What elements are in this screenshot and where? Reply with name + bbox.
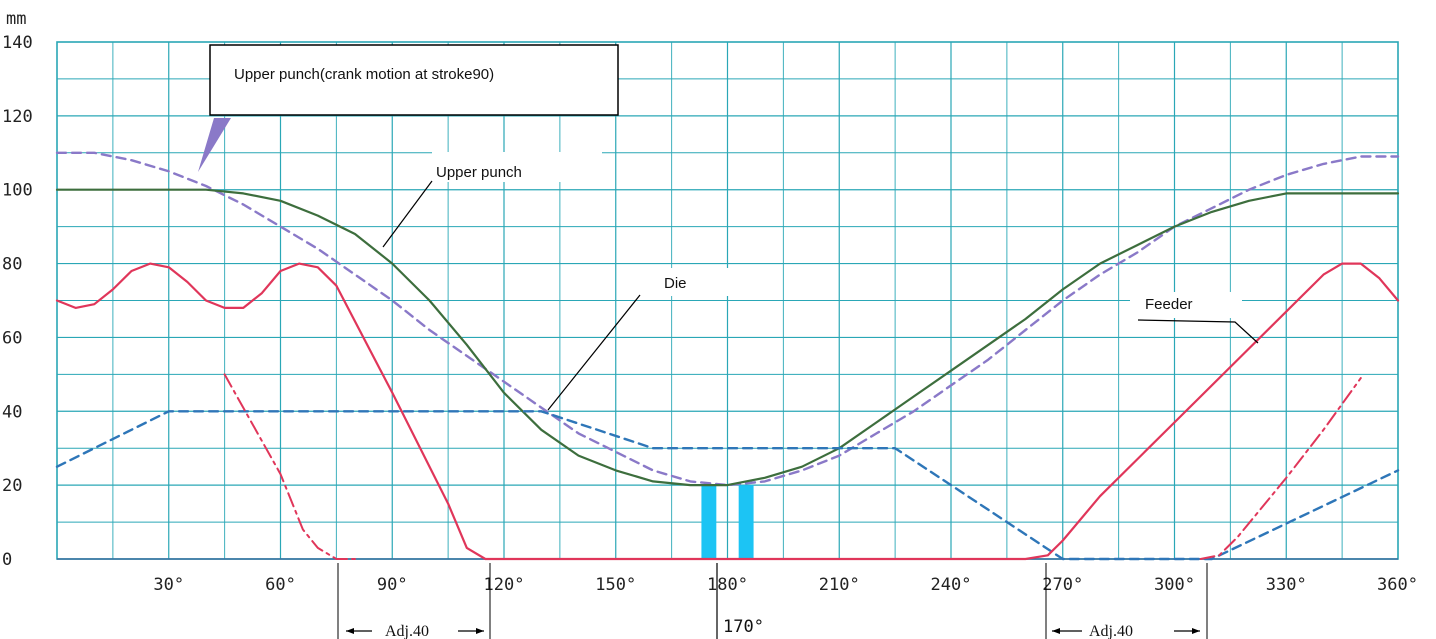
die-leader-line — [547, 294, 641, 411]
adj-left-label: Adj.40 — [385, 623, 429, 639]
tick-labels: 0 20 40 60 80 100 120 140 30° 60° 90° 120° 150° 180° 2… — [2, 33, 1418, 595]
upper-punch-crank-callout-pointer — [198, 118, 231, 172]
y-tick-label: 20 — [2, 476, 22, 496]
upper-punch-label: Upper punch — [436, 164, 522, 181]
x-tick-label: 30° — [153, 575, 184, 595]
adj-right-label: Adj.40 — [1089, 623, 1133, 639]
y-tick-label: 40 — [2, 402, 22, 422]
upper-punch-crank-callout-label: Upper punch(crank motion at stroke90) — [234, 66, 494, 83]
transfer-bar — [701, 485, 717, 559]
series-line-die — [55, 410, 1400, 561]
y-tick-label: 0 — [2, 550, 12, 570]
die-label-bg — [640, 268, 735, 296]
series-line-feeder — [55, 262, 1400, 561]
series-line-aux-5 — [1199, 377, 1362, 560]
annotation-layer: mm Upper punch(crank motion at stroke90)… — [6, 9, 1259, 639]
x-tick-label: 150° — [595, 575, 636, 595]
x-tick-label: 90° — [377, 575, 408, 595]
series-line-aux-4 — [223, 373, 356, 560]
x-tick-label: 120° — [484, 575, 525, 595]
feeder-label: Feeder — [1145, 296, 1193, 313]
y-tick-label: 140 — [2, 33, 33, 53]
series-line-upper-punch — [55, 188, 1400, 487]
x-tick-label: 180° — [707, 575, 748, 595]
y-tick-label: 80 — [2, 255, 22, 275]
y-tick-label: 100 — [2, 181, 33, 201]
transfer-bar — [738, 485, 754, 559]
x-tick-label: 300° — [1154, 575, 1195, 595]
y-axis-unit-label: mm — [6, 9, 26, 29]
x-tick-label: 240° — [931, 575, 972, 595]
x-tick-label: 210° — [819, 575, 860, 595]
series-layer — [55, 151, 1400, 561]
feeder-label-bg — [1130, 292, 1242, 318]
adj-left-arrowhead-right — [476, 628, 484, 634]
adj-right-arrowhead-right — [1192, 628, 1200, 634]
upper-punch-label-bg — [432, 152, 602, 182]
x-tick-label: 360° — [1377, 575, 1418, 595]
feeder-leader-line — [1137, 319, 1259, 344]
upper-punch-crank-callout-box — [209, 44, 619, 116]
bar-layer — [701, 485, 754, 559]
adj-left-arrowhead-left — [346, 628, 354, 634]
marker-170-label: 170° — [723, 617, 764, 637]
x-tick-label: 330° — [1266, 575, 1307, 595]
x-tick-label: 270° — [1042, 575, 1083, 595]
upper-punch-leader-line — [382, 180, 433, 248]
adj-right-arrowhead-left — [1052, 628, 1060, 634]
y-tick-label: 120 — [2, 107, 33, 127]
y-tick-label: 60 — [2, 328, 22, 348]
x-tick-label: 60° — [265, 575, 296, 595]
die-label: Die — [664, 275, 687, 292]
